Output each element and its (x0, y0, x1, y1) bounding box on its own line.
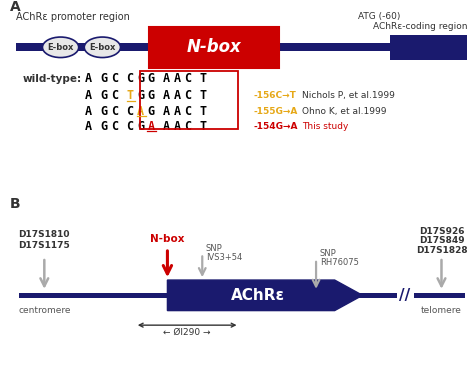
Ellipse shape (84, 37, 120, 58)
Polygon shape (167, 280, 363, 311)
Text: G: G (147, 105, 155, 117)
Text: IVS3+54: IVS3+54 (206, 253, 242, 262)
Text: C: C (111, 105, 118, 117)
Text: C: C (127, 120, 134, 133)
Text: G: G (100, 120, 108, 133)
Bar (19, 293, 404, 298)
Text: T: T (200, 72, 207, 85)
Text: D17S926: D17S926 (419, 227, 464, 236)
Text: AChRε: AChRε (231, 288, 285, 303)
Text: A: A (163, 72, 170, 85)
Bar (140, 71, 238, 129)
Text: AChRε promoter region: AChRε promoter region (17, 12, 130, 22)
Text: //: // (399, 288, 410, 303)
Text: C: C (184, 72, 191, 85)
Text: Ohno K, et al.1999: Ohno K, et al.1999 (302, 106, 387, 116)
Text: G: G (100, 105, 108, 117)
Text: A: A (85, 120, 92, 133)
Text: B: B (9, 197, 20, 211)
Ellipse shape (43, 37, 79, 58)
Text: A: A (85, 72, 92, 85)
Text: T: T (127, 89, 134, 102)
Text: telomere: telomere (421, 305, 462, 315)
Text: C: C (111, 72, 118, 85)
Text: A: A (173, 120, 181, 133)
Text: -155G→A: -155G→A (253, 106, 298, 116)
Text: G: G (147, 89, 155, 102)
Text: wild-type:: wild-type: (22, 74, 82, 84)
Text: D17S1175: D17S1175 (18, 241, 70, 250)
Text: SNP: SNP (320, 249, 337, 258)
Text: A: A (85, 105, 92, 117)
Text: A: A (147, 120, 155, 133)
Text: T: T (200, 120, 207, 133)
Text: C: C (184, 105, 191, 117)
Text: N-box: N-box (150, 234, 185, 244)
Text: D17S1828: D17S1828 (416, 246, 467, 255)
Text: A: A (173, 72, 181, 85)
Text: A: A (173, 105, 181, 117)
Text: AChRε-coding region: AChRε-coding region (373, 22, 467, 31)
Text: ← Øl290 →: ← Øl290 → (164, 328, 211, 337)
Text: C: C (184, 89, 191, 102)
Text: -156C→T: -156C→T (253, 91, 296, 100)
Text: G: G (137, 89, 144, 102)
Bar (149, 27, 279, 68)
Text: G: G (137, 72, 144, 85)
Text: A: A (173, 89, 181, 102)
Bar (414, 293, 465, 298)
Text: centromere: centromere (18, 305, 71, 315)
Text: E-box: E-box (47, 43, 74, 52)
Text: D17S1810: D17S1810 (18, 230, 70, 239)
Text: A: A (163, 105, 170, 117)
Text: D17S849: D17S849 (419, 236, 465, 245)
Text: C: C (184, 120, 191, 133)
Text: C: C (127, 105, 134, 117)
Text: C: C (111, 120, 118, 133)
Text: G: G (137, 120, 144, 133)
Text: T: T (200, 105, 207, 117)
Text: A: A (163, 120, 170, 133)
Text: G: G (100, 72, 108, 85)
Text: A: A (9, 0, 20, 14)
Text: -154G→A: -154G→A (253, 122, 298, 131)
Text: T: T (200, 89, 207, 102)
Text: C: C (111, 89, 118, 102)
Text: N-box: N-box (186, 38, 241, 56)
Text: Nichols P, et al.1999: Nichols P, et al.1999 (302, 91, 395, 100)
Text: SNP: SNP (206, 244, 223, 253)
Bar (391, 35, 467, 60)
Text: C: C (127, 72, 134, 85)
Text: A: A (137, 105, 144, 117)
Text: RH76075: RH76075 (320, 258, 359, 267)
Text: G: G (100, 89, 108, 102)
Text: A: A (163, 89, 170, 102)
Text: E-box: E-box (89, 43, 116, 52)
Text: G: G (147, 72, 155, 85)
Bar (17, 43, 467, 51)
Text: A: A (85, 89, 92, 102)
Text: This study: This study (302, 122, 348, 131)
Text: ATG (-60): ATG (-60) (358, 12, 400, 21)
